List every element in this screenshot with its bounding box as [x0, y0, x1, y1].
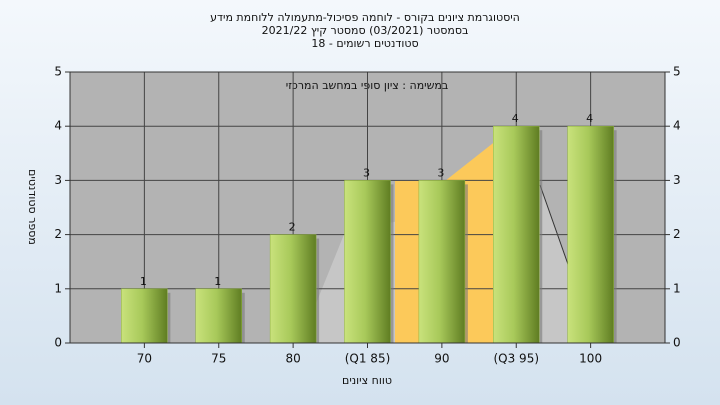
plot-border	[69, 71, 666, 344]
value-label: 3	[363, 166, 370, 179]
bar	[269, 234, 317, 344]
bar	[195, 288, 242, 344]
y-tick-label: 1	[54, 281, 62, 295]
whisker-line	[539, 184, 571, 271]
y-axis-label: מספר סטודנטים	[26, 169, 39, 245]
x-tick-label: 90	[434, 352, 449, 366]
value-label: 1	[214, 275, 221, 288]
bar	[344, 180, 391, 344]
value-label: 4	[512, 112, 519, 125]
x-tick-label: 100	[579, 352, 602, 366]
y2-tick-label: 2	[673, 227, 681, 241]
y-tick-label: 2	[54, 227, 62, 241]
x-tick-label: 80	[285, 352, 300, 366]
y2-tick-label: 1	[673, 281, 681, 295]
bar	[121, 288, 168, 344]
x-tick-label: 75	[211, 352, 226, 366]
chart-subtitle: סטודנטים רשומים - 18	[311, 37, 418, 50]
y-tick-label: 3	[54, 173, 62, 187]
bar	[418, 180, 466, 344]
y2-tick-label: 0	[673, 336, 681, 350]
value-label: 2	[289, 221, 296, 234]
chart-title: היסטוגרמת ציונים בקורס - לוחמה פסיכול-מת…	[210, 11, 520, 24]
y-tick-label: 5	[54, 65, 62, 79]
x-tick-label: (Q1 85)	[345, 352, 391, 366]
y-tick-label: 0	[54, 336, 62, 350]
bar	[567, 125, 614, 344]
x-tick-label: (Q3 95)	[493, 352, 539, 366]
value-label: 3	[437, 166, 444, 179]
y2-tick-label: 4	[673, 119, 681, 133]
y-tick-label: 4	[54, 119, 62, 133]
x-tick-label: 70	[137, 352, 152, 366]
chart-subtitle: בסמסטר (03/2021) סמסטר קיץ 2021/22	[262, 24, 469, 37]
y2-tick-label: 5	[673, 65, 681, 79]
value-label: 1	[140, 275, 147, 288]
x-axis-label: טווח ציונים	[342, 374, 392, 387]
value-label: 4	[586, 112, 593, 125]
bar	[493, 125, 540, 344]
y2-tick-label: 3	[673, 173, 681, 187]
